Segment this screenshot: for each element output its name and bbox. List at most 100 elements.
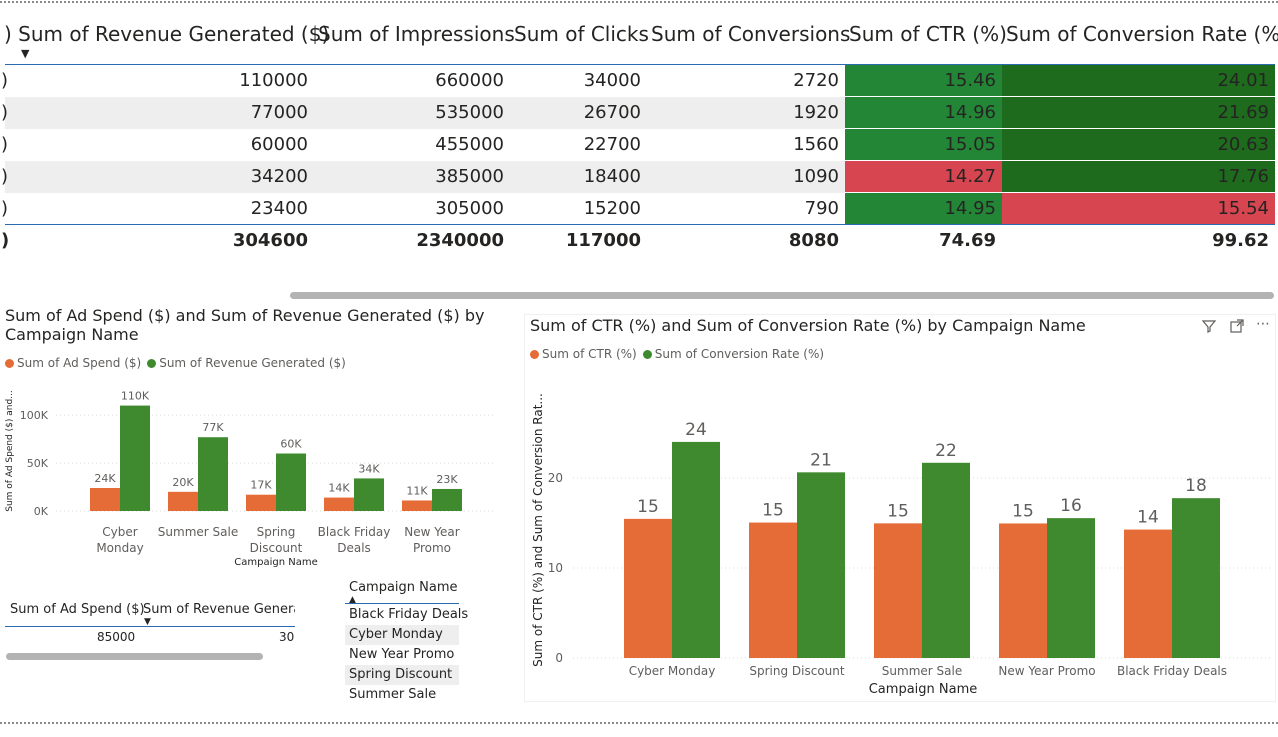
- cell-conversions: 2720: [793, 70, 839, 91]
- mini-header-ad-spend[interactable]: Sum of Ad Spend ($): [10, 602, 145, 617]
- row-cut-cell: ): [1, 198, 9, 219]
- slicer-item[interactable]: Spring Discount: [345, 665, 459, 685]
- revenue-bar: [354, 478, 384, 511]
- ad-spend-mini-table: Sum of Ad Spend ($) Sum of Revenue Gener…: [5, 598, 295, 658]
- total-revenue: 304600: [232, 230, 308, 251]
- more-options-icon[interactable]: ⋯: [1256, 316, 1271, 332]
- cell-conversions: 1090: [793, 166, 839, 187]
- column-header-ctr[interactable]: Sum of CTR (%): [849, 22, 1007, 46]
- cell-clicks: 15200: [583, 198, 641, 219]
- ad-spend-data-label: 20K: [172, 476, 194, 489]
- table-horizontal-scrollbar[interactable]: [290, 292, 1274, 299]
- ctr-data-label: 15: [1012, 501, 1034, 521]
- cell-conversion-rate: 24.01: [1002, 65, 1275, 97]
- mini-value-ad-spend: 85000: [97, 630, 136, 644]
- revenue-bar: [198, 437, 228, 511]
- table-row[interactable]: ) 60000 455000 22700 1560 15.05 20.63: [1, 129, 1275, 161]
- x-tick-label: Spring Discount: [749, 664, 845, 678]
- filter-icon[interactable]: [1201, 318, 1217, 338]
- revenue-bar: [120, 405, 150, 511]
- revenue-bar: [276, 453, 306, 511]
- revenue-data-label: 77K: [202, 421, 224, 434]
- x-tick-label: Discount: [250, 541, 303, 555]
- column-header-impressions[interactable]: Sum of Impressions: [318, 22, 515, 46]
- mini-sort-descending-icon[interactable]: ▼: [144, 617, 151, 627]
- ctr-data-label: 15: [762, 501, 784, 521]
- focus-mode-icon[interactable]: [1229, 318, 1245, 338]
- table-row[interactable]: ) 23400 305000 15200 790 14.95 15.54: [1, 193, 1275, 225]
- x-tick-label: New Year: [404, 525, 459, 539]
- conversion-rate-data-label: 21: [810, 450, 832, 470]
- x-tick-label: New Year Promo: [998, 664, 1095, 678]
- legend-item-ad-spend[interactable]: Sum of Ad Spend ($): [5, 356, 141, 370]
- cell-ctr: 15.46: [845, 65, 1002, 97]
- cell-conversion-rate: 15.54: [1002, 193, 1275, 225]
- y-tick-label: 50K: [27, 457, 49, 470]
- y-axis-title: Sum of Ad Spend ($) and...: [5, 390, 15, 512]
- slicer-header[interactable]: Campaign Name: [349, 580, 458, 595]
- total-conversion-rate: 99.62: [1212, 230, 1269, 251]
- row-cut-cell: ): [1, 102, 9, 123]
- y-tick-label: 20: [548, 471, 563, 485]
- left-bar-chart: 0K 50K 100K Sum of Ad Spend ($) and... 24K 11…: [5, 390, 495, 568]
- table-row[interactable]: ) 110000 660000 34000 2720 15.46 24.01: [1, 65, 1275, 97]
- campaign-metrics-table: ) Sum of Revenue Generated ($) ▼ Sum of …: [0, 14, 1278, 254]
- slicer-sort-ascending-icon[interactable]: ▲: [349, 595, 356, 605]
- x-tick-label: Black Friday Deals: [1117, 664, 1227, 678]
- total-ctr: 74.69: [939, 230, 996, 251]
- conversion-rate-bar: [797, 472, 845, 658]
- revenue-data-label: 60K: [280, 438, 302, 451]
- x-tick-label: Black Friday: [318, 525, 391, 539]
- legend-item-revenue[interactable]: Sum of Revenue Generated ($): [147, 356, 346, 370]
- column-header-revenue[interactable]: ) Sum of Revenue Generated ($): [4, 22, 330, 46]
- column-header-conversion-rate[interactable]: Sum of Conversion Rate (%): [1006, 22, 1278, 46]
- legend-item-ctr[interactable]: Sum of CTR (%): [530, 347, 637, 361]
- y-tick-label: 100K: [20, 409, 49, 422]
- slicer-item[interactable]: Cyber Monday: [345, 625, 459, 645]
- total-divider: [5, 224, 1275, 225]
- cell-clicks: 34000: [583, 70, 641, 91]
- table-row[interactable]: ) 34200 385000 18400 1090 14.27 17.76: [1, 161, 1275, 193]
- x-tick-label: Monday: [96, 541, 143, 555]
- ad-spend-bar: [324, 497, 354, 511]
- conversion-rate-data-label: 16: [1060, 496, 1082, 516]
- y-axis-title: Sum of CTR (%) and Sum of Conversion Rat…: [531, 393, 545, 667]
- ctr-bar: [624, 518, 672, 658]
- sort-descending-icon[interactable]: ▼: [21, 47, 30, 60]
- cell-clicks: 18400: [583, 166, 641, 187]
- ctr-bar: [874, 523, 922, 658]
- cell-clicks: 26700: [583, 102, 641, 123]
- mini-header-revenue[interactable]: Sum of Revenue Generate: [143, 602, 295, 617]
- table-row[interactable]: ) 77000 535000 26700 1920 14.96 21.69: [1, 97, 1275, 129]
- row-cut-cell: ): [1, 70, 9, 91]
- right-chart-title: Sum of CTR (%) and Sum of Conversion Rat…: [530, 316, 1086, 335]
- slicer-item[interactable]: Black Friday Deals: [349, 607, 469, 622]
- mini-table-scrollbar[interactable]: [6, 653, 263, 660]
- slicer-header-divider: [345, 603, 459, 604]
- cell-ctr: 14.27: [845, 161, 1002, 193]
- conversion-rate-data-label: 24: [685, 420, 707, 440]
- x-tick-label: Summer Sale: [882, 664, 962, 678]
- y-tick-label: 10: [548, 561, 563, 575]
- legend-item-conversion-rate[interactable]: Sum of Conversion Rate (%): [642, 347, 824, 361]
- x-tick-label: Summer Sale: [158, 525, 238, 539]
- cell-impressions: 535000: [435, 102, 504, 123]
- total-impressions: 2340000: [416, 230, 504, 251]
- revenue-data-label: 110K: [121, 390, 150, 403]
- x-tick-label: Deals: [337, 541, 371, 555]
- y-tick-label: 0K: [34, 505, 49, 518]
- conversion-rate-bar: [1172, 498, 1220, 658]
- column-header-clicks[interactable]: Sum of Clicks: [514, 22, 649, 46]
- cell-conversions: 1560: [793, 134, 839, 155]
- cell-impressions: 660000: [435, 70, 504, 91]
- bottom-dotted-border: [0, 722, 1278, 724]
- cell-ctr: 15.05: [845, 129, 1002, 161]
- column-header-conversions[interactable]: Sum of Conversions: [651, 22, 851, 46]
- ad-spend-bar: [246, 494, 276, 511]
- slicer-item[interactable]: Summer Sale: [349, 687, 437, 702]
- slicer-item[interactable]: New Year Promo: [349, 647, 455, 662]
- x-axis-title: Campaign Name: [869, 682, 978, 697]
- left-chart-legend: Sum of Ad Spend ($) Sum of Revenue Gener…: [5, 356, 352, 370]
- cell-impressions: 305000: [435, 198, 504, 219]
